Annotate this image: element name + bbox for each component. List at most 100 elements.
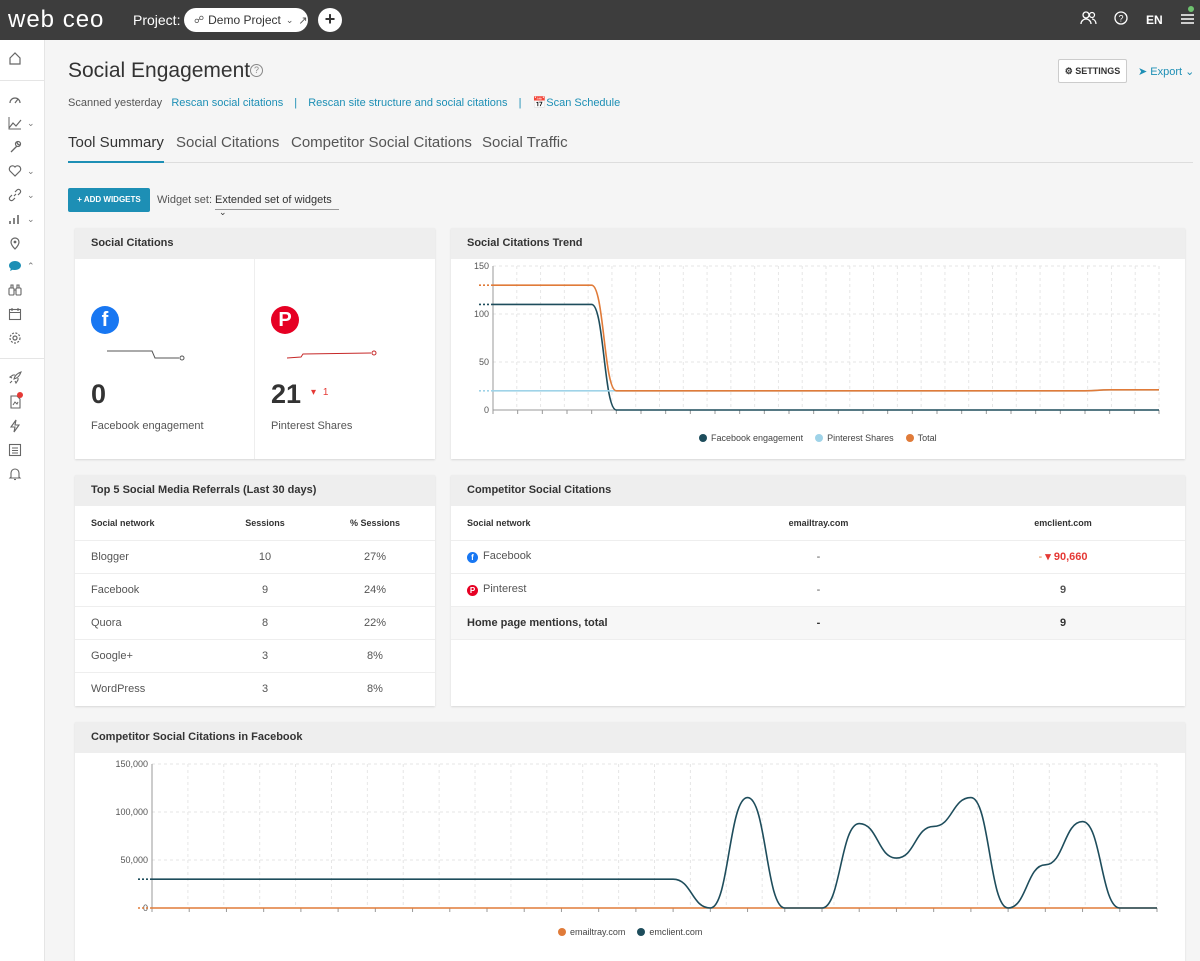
logo[interactable]: web ceo: [8, 6, 105, 33]
y-tick-label: 0: [484, 405, 489, 415]
rankings-icon[interactable]: [7, 116, 23, 132]
facebook-citation: f 0 Facebook engagement: [75, 259, 255, 459]
emclient-cell: 9: [941, 573, 1185, 607]
column-header[interactable]: Social network: [451, 506, 696, 541]
tab-social-citations[interactable]: Social Citations: [176, 134, 280, 151]
bell-icon[interactable]: [7, 467, 23, 483]
scan-schedule-label: Scan Schedule: [546, 97, 621, 109]
health-icon[interactable]: [7, 164, 23, 180]
chevron-down-icon[interactable]: ⌄: [27, 190, 35, 200]
report-icon[interactable]: [7, 395, 23, 411]
link-icon[interactable]: [7, 188, 23, 204]
location-pin-icon[interactable]: [7, 236, 23, 252]
calendar-icon[interactable]: [7, 307, 23, 323]
table-row: Blogger 10 27%: [75, 540, 435, 574]
column-header[interactable]: emclient.com: [941, 506, 1185, 541]
facebook-icon: f: [467, 552, 478, 563]
emailtray-total: -: [696, 606, 941, 640]
export-button[interactable]: ➤ Export ⌄: [1138, 65, 1194, 78]
menu-icon[interactable]: [1181, 12, 1194, 28]
add-widgets-button[interactable]: + ADD WIDGETS: [68, 188, 150, 212]
chevron-down-icon[interactable]: ⌄: [27, 214, 35, 224]
pinterest-shares-label: Pinterest Shares: [271, 420, 353, 432]
chevron-down-icon[interactable]: ⌄: [27, 166, 35, 176]
settings-button[interactable]: ⚙ SETTINGS: [1058, 59, 1127, 83]
svg-text:?: ?: [1118, 14, 1123, 24]
pct-cell: 22%: [315, 606, 435, 640]
pct-cell: 8%: [367, 682, 383, 695]
legend-item[interactable]: Pinterest Shares: [815, 433, 894, 443]
rocket-icon[interactable]: [7, 371, 23, 387]
previous-value: -: [1038, 551, 1043, 563]
settings-icon[interactable]: [7, 331, 23, 347]
scanned-text: Scanned yesterday: [68, 97, 163, 109]
y-tick-label: 50,000: [120, 855, 148, 865]
legend-item[interactable]: emailtray.com: [558, 927, 625, 937]
legend-label: Facebook engagement: [711, 433, 804, 443]
legend-item[interactable]: Total: [905, 433, 937, 443]
network-cell: Facebook: [75, 573, 215, 607]
help-icon[interactable]: ?: [250, 64, 263, 77]
social-citations-trend-widget: Social Citations Trend 150 100 50 0 Faceboo…: [451, 228, 1185, 459]
gear-icon: ⚙: [1064, 66, 1073, 76]
users-icon[interactable]: [1080, 11, 1097, 28]
network-cell: P Pinterest: [451, 573, 696, 607]
list-icon[interactable]: [7, 443, 23, 459]
legend-label: emailtray.com: [570, 927, 626, 937]
report-badge: [17, 392, 23, 398]
y-tick-label: 100: [474, 309, 489, 319]
network-cell: Quora: [75, 606, 215, 640]
add-project-button[interactable]: +: [318, 8, 342, 32]
tab-bar: Tool Summary Social Citations Competitor…: [68, 134, 1193, 163]
competitor-table: Social network emailtray.com emclient.co…: [451, 506, 1185, 640]
social-citations-trend-chart: 150 100 50 0: [474, 261, 1160, 415]
network-name: Pinterest: [483, 583, 527, 595]
share-icon: ☍: [194, 14, 205, 26]
rescan-citations-link[interactable]: Rescan social citations: [171, 97, 284, 109]
pinterest-delta: ▾ 1: [311, 387, 328, 398]
home-icon[interactable]: [7, 51, 23, 67]
external-link-icon[interactable]: ↗: [298, 14, 308, 27]
bar-chart-icon[interactable]: [7, 212, 23, 228]
chevron-up-icon[interactable]: ⌃: [27, 261, 35, 271]
sessions-cell: 3: [261, 682, 269, 695]
caret-down-icon: ▾: [1045, 551, 1051, 563]
rescan-site-link[interactable]: Rescan site structure and social citatio…: [308, 97, 508, 109]
binoculars-icon[interactable]: [7, 283, 23, 299]
chevron-down-icon: ⌄: [1185, 66, 1195, 78]
y-tick-label: 150: [474, 261, 489, 271]
legend-item[interactable]: emclient.com: [637, 927, 702, 937]
tab-competitor-social-citations[interactable]: Competitor Social Citations: [291, 134, 472, 151]
competitor-facebook-chart: 150,000 100,000 50,000 0: [115, 759, 1158, 913]
column-header[interactable]: % Sessions: [315, 506, 435, 541]
scan-schedule-link[interactable]: 📅Scan Schedule: [533, 97, 621, 109]
network-cell: Google+: [75, 639, 215, 673]
lightning-icon[interactable]: [7, 419, 23, 435]
chart-legend: Facebook engagement Pinterest Shares Total: [699, 433, 949, 443]
widget-set-select[interactable]: Extended set of widgets ⌄: [215, 192, 339, 217]
facebook-sparkline: [107, 350, 185, 361]
column-header[interactable]: Sessions: [215, 506, 315, 541]
chat-icon[interactable]: [7, 259, 23, 275]
project-select[interactable]: ☍ Demo Project ⌄ ↗: [184, 8, 308, 32]
facebook-icon: f: [91, 306, 119, 334]
pinterest-shares-value: 21: [271, 379, 302, 409]
table-row: Google+ 3 8%: [75, 639, 435, 673]
chevron-down-icon[interactable]: ⌄: [27, 118, 35, 128]
table-row: P Pinterest - 9: [451, 573, 1185, 607]
tab-social-traffic[interactable]: Social Traffic: [482, 134, 568, 151]
referrals-table: Social network Sessions % Sessions Blogg…: [75, 506, 435, 705]
column-header[interactable]: Social network: [75, 506, 215, 541]
network-cell: f Facebook: [451, 540, 696, 574]
social-citations-widget: Social Citations f 0 Facebook engagement…: [75, 228, 435, 459]
legend-item[interactable]: Facebook engagement: [699, 433, 803, 443]
column-header[interactable]: emailtray.com: [696, 506, 941, 541]
wrench-icon[interactable]: [7, 140, 23, 156]
language-selector[interactable]: EN: [1146, 13, 1163, 27]
tab-tool-summary[interactable]: Tool Summary: [68, 134, 164, 163]
network-cell: Blogger: [75, 540, 215, 574]
sessions-cell: 9: [215, 573, 315, 607]
help-icon[interactable]: ?: [1114, 11, 1128, 28]
widget-title: Top 5 Social Media Referrals (Last 30 da…: [75, 475, 435, 506]
dashboard-icon[interactable]: [7, 92, 23, 108]
